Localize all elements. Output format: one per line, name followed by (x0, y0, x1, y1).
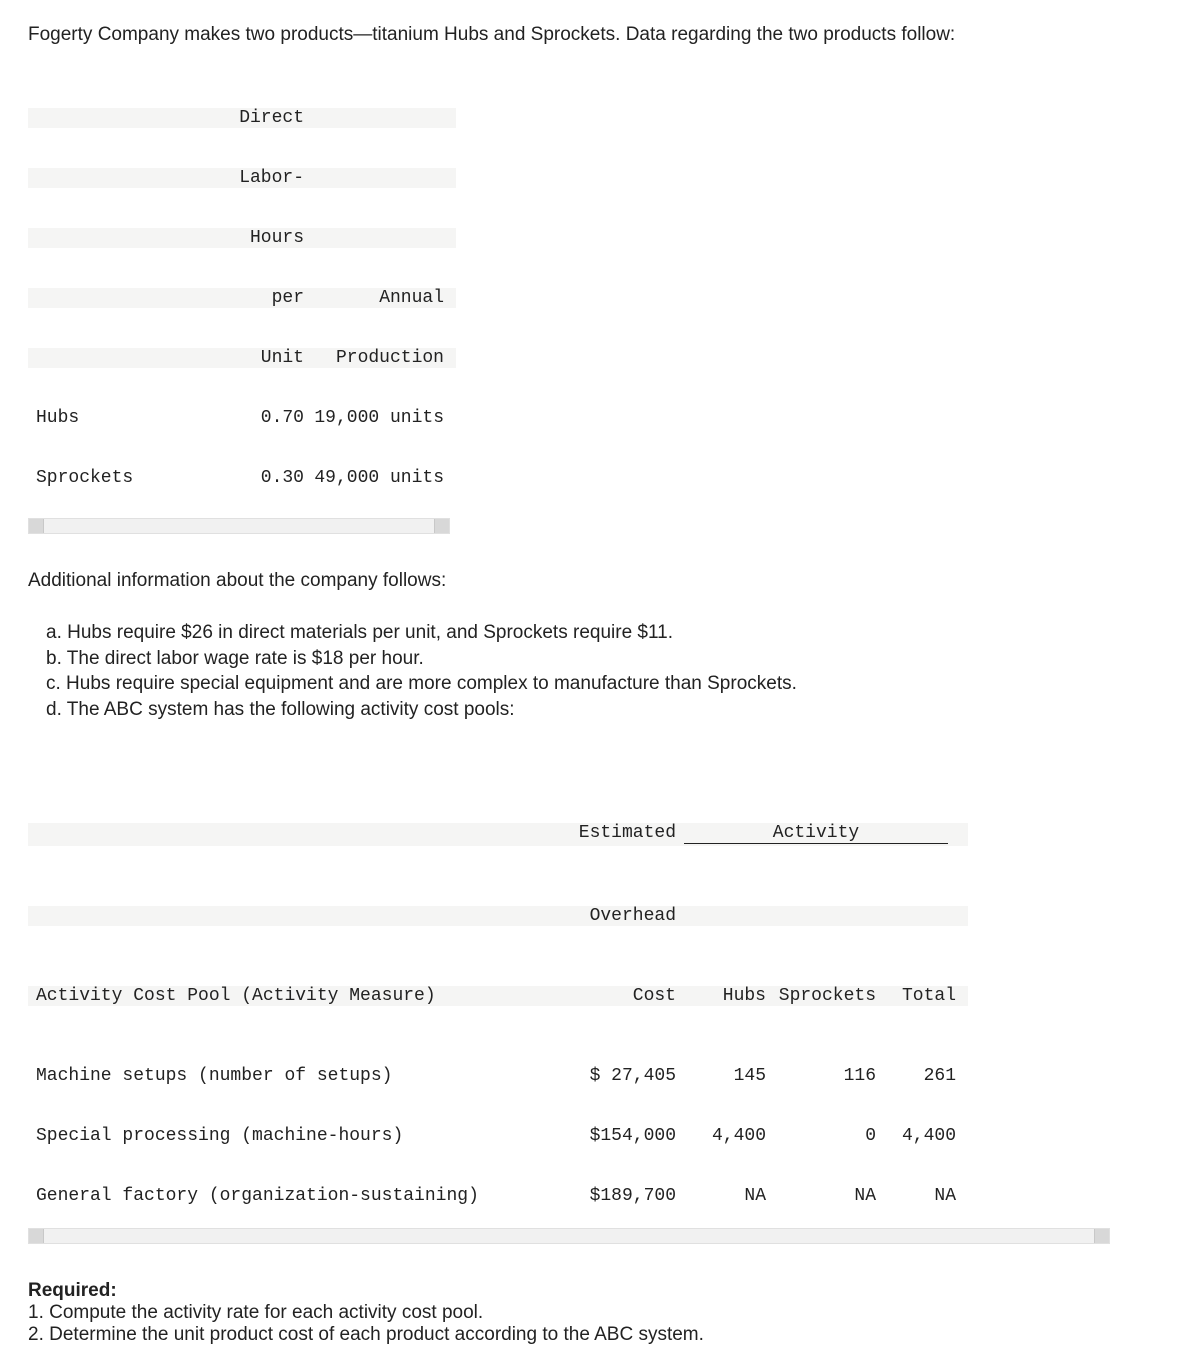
table-row: Machine setups (number of setups) $ 27,4… (28, 1066, 968, 1086)
t2-r2-tot: NA (876, 1186, 968, 1206)
table-row: Sprockets 0.30 49,000 units (28, 468, 456, 488)
t2-r0-spr: 116 (766, 1066, 876, 1086)
info-item-b: b. The direct labor wage rate is $18 per… (46, 646, 1172, 672)
t2-head-total: Total (876, 986, 968, 1006)
horizontal-scrollbar[interactable] (28, 1228, 1110, 1244)
info-list: a. Hubs require $26 in direct materials … (46, 620, 1172, 723)
required-title: Required: (28, 1280, 1172, 1302)
t2-r0-pool: Machine setups (number of setups) (28, 1066, 556, 1086)
t2-r1-tot: 4,400 (876, 1126, 968, 1146)
horizontal-scrollbar[interactable] (28, 518, 450, 534)
t2-r0-cost: $ 27,405 (556, 1066, 676, 1086)
t1-head-dlh-l5: Unit (224, 348, 304, 368)
t1-r0-label: Hubs (28, 408, 224, 428)
t2-head-pool: Activity Cost Pool (Activity Measure) (28, 986, 556, 1006)
t1-head-dlh-l3: Hours (224, 228, 304, 248)
t2-r2-pool: General factory (organization-sustaining… (28, 1186, 556, 1206)
t2-head-hubs: Hubs (676, 986, 766, 1006)
t2-head-cost-l3: Cost (556, 986, 676, 1006)
t1-r1-ann: 49,000 units (304, 468, 456, 488)
t2-head-activity: Activity (684, 823, 948, 844)
t2-r1-hubs: 4,400 (676, 1126, 766, 1146)
required-section: Required: 1. Compute the activity rate f… (28, 1280, 1172, 1346)
required-item-2: 2. Determine the unit product cost of ea… (28, 1324, 1172, 1346)
t1-head-dlh-l1: Direct (224, 108, 304, 128)
t1-head-dlh-l2: Labor- (224, 168, 304, 188)
info-item-d: d. The ABC system has the following acti… (46, 697, 1172, 723)
product-data-table: Direct Labor- Hours per Annual Unit Prod… (28, 68, 456, 508)
t2-r2-spr: NA (766, 1186, 876, 1206)
t2-r0-hubs: 145 (676, 1066, 766, 1086)
info-item-a: a. Hubs require $26 in direct materials … (46, 620, 1172, 646)
required-item-1: 1. Compute the activity rate for each ac… (28, 1302, 1172, 1324)
t2-r2-hubs: NA (676, 1186, 766, 1206)
t2-r2-cost: $189,700 (556, 1186, 676, 1206)
t2-head-cost-l1: Estimated (556, 823, 676, 846)
info-item-c: c. Hubs require special equipment and ar… (46, 671, 1172, 697)
t2-r1-cost: $154,000 (556, 1126, 676, 1146)
activity-cost-table: Estimated Activity Overhead Activity Cos… (28, 763, 968, 1226)
t2-head-cost-l2: Overhead (556, 906, 676, 926)
t2-r0-tot: 261 (876, 1066, 968, 1086)
table-row: Hubs 0.70 19,000 units (28, 408, 456, 428)
t1-head-ann-l1: Annual (304, 288, 456, 308)
t2-r1-spr: 0 (766, 1126, 876, 1146)
t1-head-dlh-l4: per (224, 288, 304, 308)
t1-r1-label: Sprockets (28, 468, 224, 488)
table-row: Special processing (machine-hours) $154,… (28, 1126, 968, 1146)
intro-text: Fogerty Company makes two products—titan… (28, 24, 1172, 46)
additional-info-heading: Additional information about the company… (28, 570, 1172, 592)
t1-head-ann-l2: Production (304, 348, 456, 368)
t2-r1-pool: Special processing (machine-hours) (28, 1126, 556, 1146)
table-row: General factory (organization-sustaining… (28, 1186, 968, 1206)
t1-r0-ann: 19,000 units (304, 408, 456, 428)
t2-head-sprockets: Sprockets (766, 986, 876, 1006)
t1-r1-dlh: 0.30 (224, 468, 304, 488)
t1-r0-dlh: 0.70 (224, 408, 304, 428)
